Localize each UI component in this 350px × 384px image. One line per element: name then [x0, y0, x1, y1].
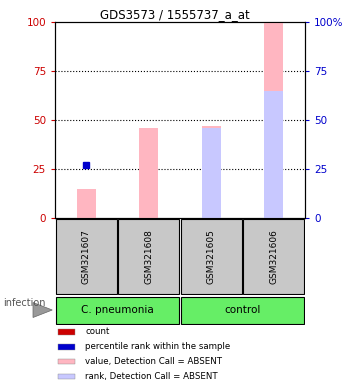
Text: infection: infection	[4, 298, 46, 308]
Text: percentile rank within the sample: percentile rank within the sample	[85, 342, 230, 351]
Bar	[243, 219, 304, 294]
Bar	[56, 219, 117, 294]
Text: GSM321605: GSM321605	[207, 229, 216, 284]
Text: rank, Detection Call = ABSENT: rank, Detection Call = ABSENT	[85, 372, 218, 381]
Polygon shape	[33, 303, 52, 318]
Bar	[57, 344, 75, 349]
Bar	[181, 219, 242, 294]
Text: C. pneumonia: C. pneumonia	[81, 305, 154, 315]
Text: control: control	[224, 305, 261, 315]
Bar	[118, 219, 179, 294]
Text: count: count	[85, 327, 109, 336]
Bar	[202, 128, 220, 218]
Bar	[57, 359, 75, 364]
Bar	[139, 128, 158, 218]
Text: GSM321608: GSM321608	[144, 229, 153, 284]
Bar	[264, 22, 283, 218]
Text: GSM321606: GSM321606	[269, 229, 278, 284]
Bar	[77, 189, 96, 218]
Text: GDS3573 / 1555737_a_at: GDS3573 / 1555737_a_at	[100, 8, 250, 21]
Text: GSM321607: GSM321607	[82, 229, 91, 284]
Bar	[56, 296, 179, 323]
Text: value, Detection Call = ABSENT: value, Detection Call = ABSENT	[85, 357, 222, 366]
Bar	[202, 126, 220, 218]
Bar	[57, 329, 75, 335]
Bar	[181, 296, 304, 323]
Bar	[57, 374, 75, 379]
Bar	[264, 91, 283, 218]
